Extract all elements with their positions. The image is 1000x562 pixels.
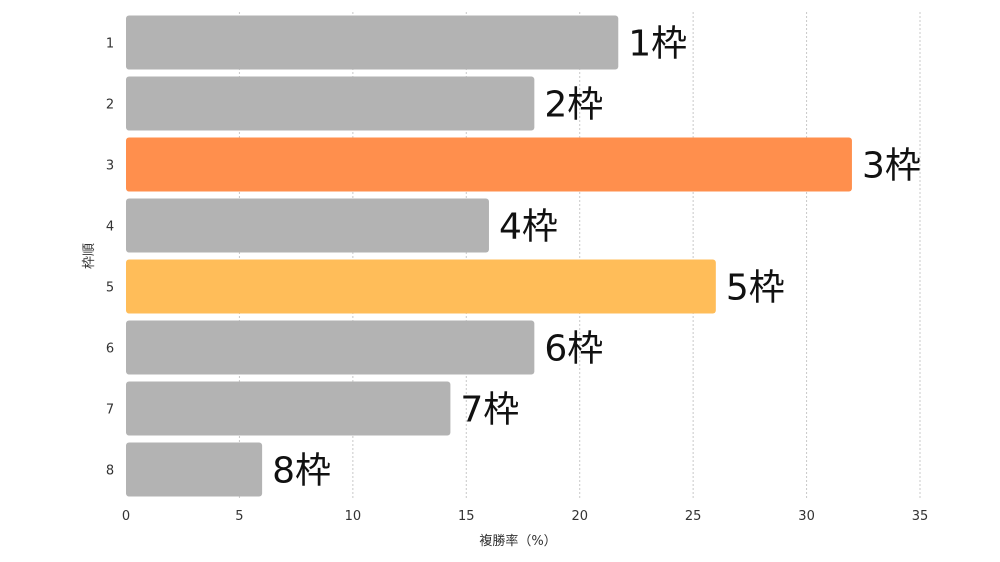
x-tick-label-30: 30 <box>798 509 815 524</box>
bar-label-7: 7枠 <box>460 390 519 431</box>
bar-label-3: 3枠 <box>862 146 921 187</box>
y-tick-label-8: 8 <box>106 464 114 479</box>
bar-label-8: 8枠 <box>272 451 331 492</box>
bar-label-5: 5枠 <box>726 268 785 309</box>
y-tick-label-2: 2 <box>106 98 114 113</box>
bars: 1枠 2枠 3枠 4枠 5枠 6枠 7枠 8枠 <box>126 15 921 497</box>
y-tick-label-5: 5 <box>106 281 114 296</box>
y-axis-title: 枠順 <box>82 243 97 269</box>
y-tick-label-7: 7 <box>106 403 114 418</box>
bar-label-6: 6枠 <box>544 329 603 370</box>
y-tick-label-3: 3 <box>106 159 114 174</box>
y-tick-label-1: 1 <box>106 37 114 52</box>
bar-7 <box>126 381 451 436</box>
bar-label-4: 4枠 <box>499 207 558 248</box>
y-tick-label-4: 4 <box>106 220 114 235</box>
bar-8 <box>126 442 263 497</box>
x-tick-label-15: 15 <box>458 509 475 524</box>
bar-6 <box>126 320 535 375</box>
bar-1 <box>126 15 619 70</box>
x-tick-label-10: 10 <box>345 509 362 524</box>
x-axis-title: 複勝率（%） <box>479 533 556 549</box>
bar-label-1: 1枠 <box>628 24 687 65</box>
x-tick-label-5: 5 <box>235 509 243 524</box>
y-tick-label-6: 6 <box>106 342 114 357</box>
bar-3 <box>126 137 852 192</box>
bar-2 <box>126 76 535 131</box>
bar-label-2: 2枠 <box>544 85 603 126</box>
x-tick-label-25: 25 <box>685 509 702 524</box>
x-tick-label-35: 35 <box>912 509 929 524</box>
axes: 0 5 10 15 20 25 30 35 1 2 3 4 5 6 7 8 <box>106 37 928 525</box>
bar-5 <box>126 259 716 314</box>
x-tick-label-0: 0 <box>122 509 130 524</box>
bar-4 <box>126 198 489 253</box>
x-tick-label-20: 20 <box>571 509 588 524</box>
